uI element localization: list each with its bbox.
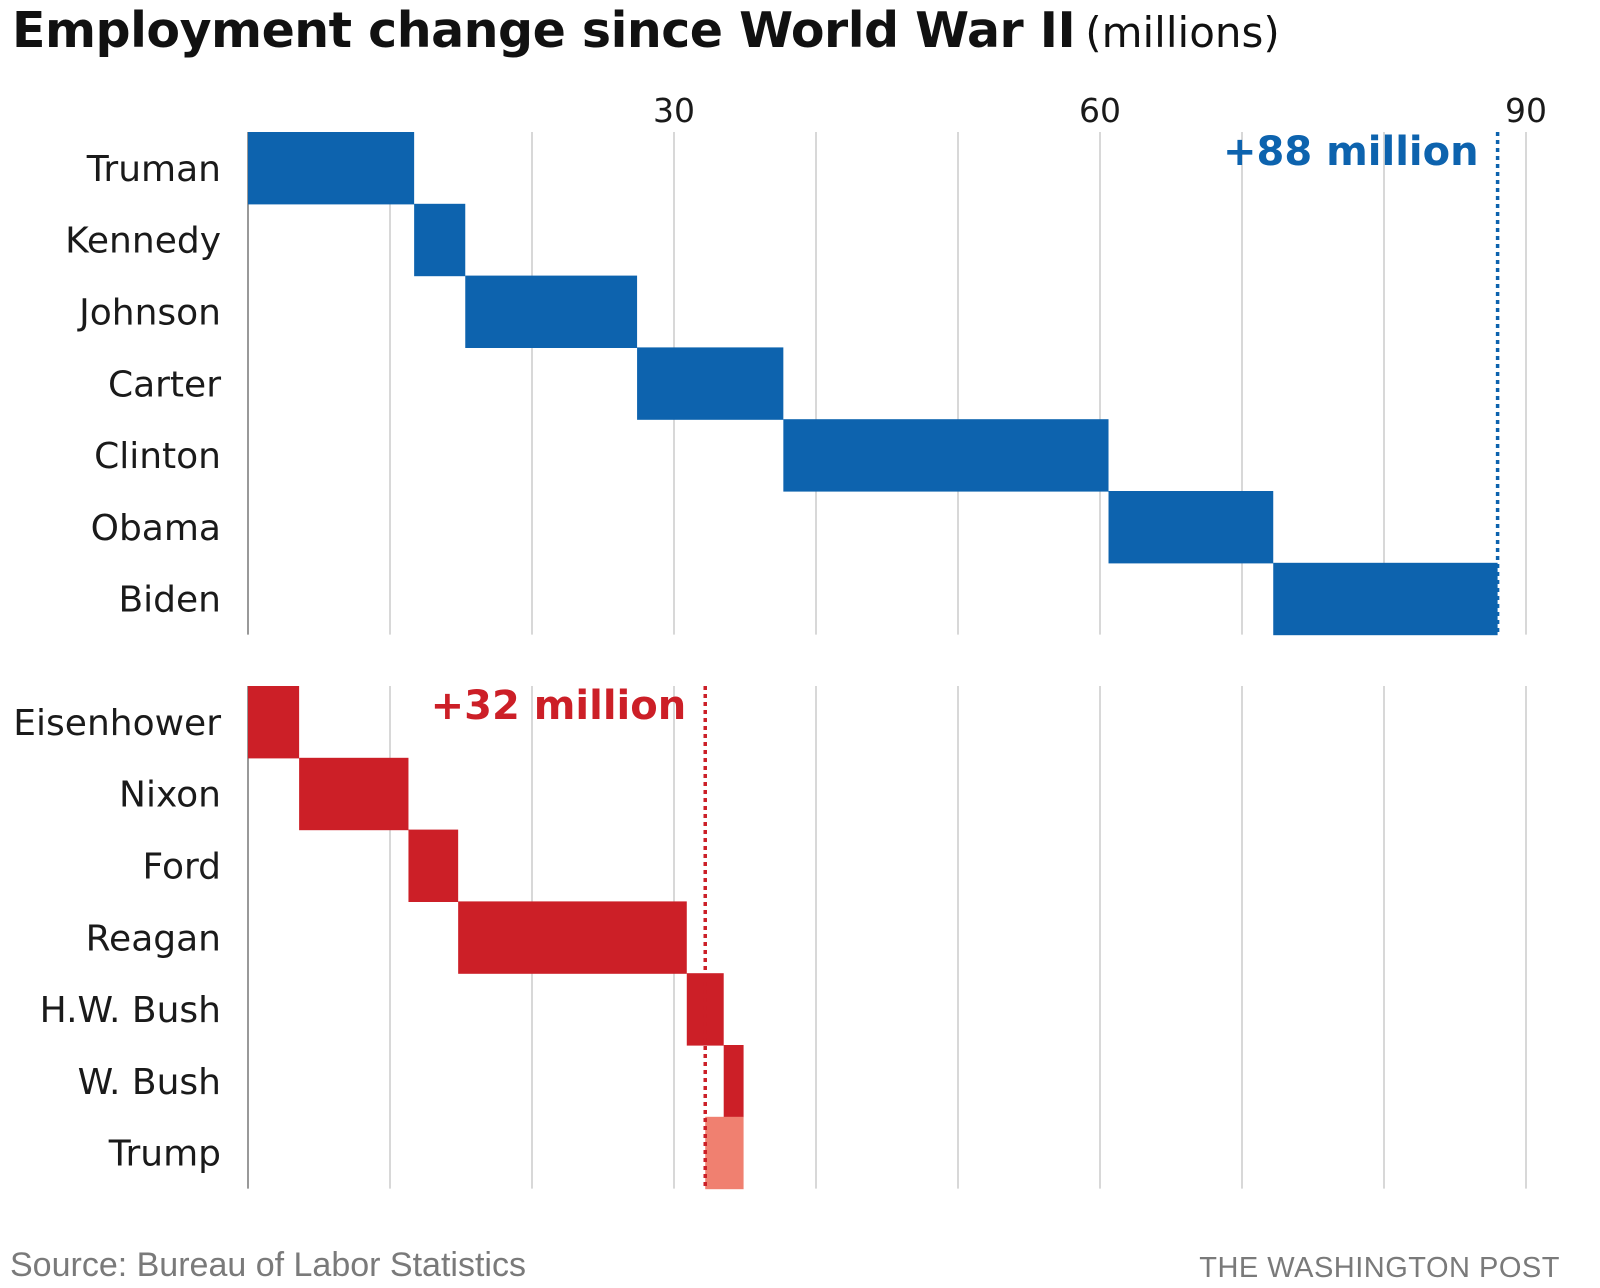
bar-trump <box>705 1116 744 1190</box>
x-tick-label: 90 <box>1505 91 1547 130</box>
category-label: Johnson <box>77 293 221 334</box>
bar-obama <box>1108 491 1274 564</box>
category-label: Trump <box>108 1134 221 1175</box>
total-annotation: +32 million <box>431 683 687 729</box>
total-annotation: +88 million <box>1223 129 1479 175</box>
category-label: Nixon <box>119 775 221 816</box>
bar-eisenhower <box>248 686 300 759</box>
chart-title: Employment change since World War II (mil… <box>12 2 1280 59</box>
bar-clinton <box>783 419 1109 492</box>
category-label: Obama <box>91 508 221 549</box>
category-label: Eisenhower <box>13 703 221 744</box>
category-label: W. Bush <box>78 1062 221 1103</box>
category-label: Biden <box>118 580 221 621</box>
chart-title-main: Employment change since World War II <box>12 2 1076 59</box>
bar-w-bush <box>723 1045 744 1118</box>
publisher-credit: THE WASHINGTON POST <box>1199 1252 1560 1284</box>
bar-truman <box>248 132 415 205</box>
bar-johnson <box>465 275 638 348</box>
category-label: H.W. Bush <box>40 990 221 1031</box>
category-label: Kennedy <box>65 221 221 262</box>
bar-biden <box>1273 562 1498 636</box>
x-tick-label: 30 <box>653 91 695 130</box>
bar-nixon <box>299 757 409 831</box>
bar-carter <box>637 347 784 420</box>
bar-ford <box>408 829 459 902</box>
x-tick-label: 60 <box>1079 91 1121 130</box>
category-label: Truman <box>86 149 221 190</box>
category-label: Clinton <box>94 436 221 477</box>
bar-kennedy <box>414 203 466 277</box>
chart-subtitle: (millions) <box>1085 8 1280 57</box>
source-note: Source: Bureau of Labor Statistics <box>10 1246 526 1284</box>
category-label: Ford <box>143 847 221 888</box>
bar-reagan <box>458 901 687 974</box>
category-label: Reagan <box>86 918 221 959</box>
category-label: Carter <box>108 364 221 405</box>
